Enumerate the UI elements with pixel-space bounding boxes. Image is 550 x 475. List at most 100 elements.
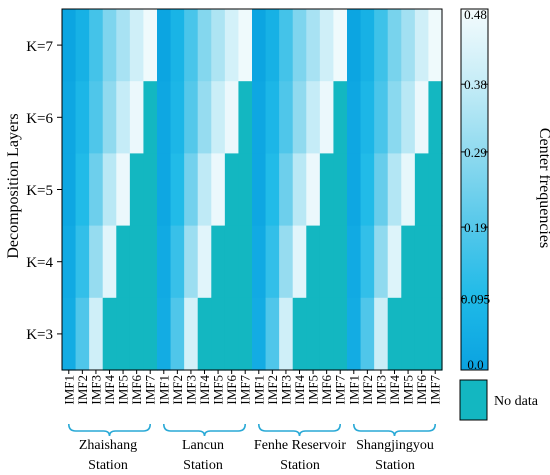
station-labels: Zhaishang Station Lancun Station Fenhe R… — [79, 438, 434, 473]
heatmap-cell — [157, 225, 172, 299]
station-label-fenhe: Fenhe Reservoir — [254, 438, 346, 453]
no-data-label: No data — [494, 394, 539, 409]
heatmap-cell-no-data — [224, 153, 240, 227]
heatmap-cell — [102, 9, 117, 82]
heatmap-cell — [319, 81, 335, 154]
heatmap-cell-no-data — [143, 297, 158, 371]
column-label: IMF6 — [319, 375, 334, 405]
column-label: IMF5 — [211, 375, 226, 405]
heatmap-cell — [306, 81, 321, 154]
heatmap-cell — [197, 9, 212, 82]
heatmap-cell — [265, 297, 280, 371]
heatmap-cell — [279, 153, 294, 227]
heatmap-cell-no-data — [102, 297, 117, 371]
heatmap-cell — [62, 297, 77, 371]
row-label: K=3 — [26, 327, 53, 343]
station-bracket — [257, 423, 342, 437]
colorbar-label: Center frequencies — [536, 128, 550, 248]
column-label: IMF6 — [414, 375, 429, 405]
heatmap-cell — [347, 9, 362, 82]
column-label: IMF5 — [401, 375, 416, 405]
heatmap-cell — [265, 9, 280, 82]
column-label: IMF6 — [129, 375, 144, 405]
heatmap-cell-no-data — [414, 153, 430, 227]
heatmap-cell — [197, 153, 212, 227]
heatmap-cell — [102, 81, 117, 154]
heatmap-cell-no-data — [401, 297, 416, 371]
heatmap-cell-no-data — [129, 225, 145, 299]
column-label: IMF4 — [387, 375, 402, 405]
heatmap-cell — [265, 81, 280, 154]
column-labels: IMF1IMF2IMF3IMF4IMF5IMF6IMF7IMF1IMF2IMF3… — [61, 375, 442, 405]
heatmap-cell-no-data — [319, 225, 335, 299]
x-ticks — [68, 370, 436, 374]
heatmap-cell — [75, 81, 90, 154]
column-label: IMF3 — [183, 375, 198, 405]
row-labels: K=7 K=6 K=5 K=4 K=3 — [26, 39, 53, 343]
heatmap-cell — [75, 9, 90, 82]
heatmap-cell — [197, 81, 212, 154]
heatmap-cell — [197, 225, 212, 299]
colorbar-tick-label: 0.095 — [461, 292, 490, 307]
heatmap-cell-no-data — [428, 81, 443, 154]
heatmap-cell-no-data — [116, 297, 131, 371]
heatmap-cell — [102, 225, 117, 299]
heatmap-cell — [252, 9, 267, 82]
heatmap-cell — [252, 225, 267, 299]
station-brackets — [67, 423, 437, 437]
heatmap-cell-no-data — [143, 225, 158, 299]
heatmap-cell — [75, 153, 90, 227]
heatmap-cell — [292, 81, 307, 154]
heatmap-cell — [170, 297, 185, 371]
heatmap-cell — [265, 153, 280, 227]
heatmap-cell — [157, 153, 172, 227]
station-label-zhaishang-suffix: Station — [88, 458, 128, 473]
station-label-lancun: Lancun — [182, 438, 224, 453]
column-label: IMF1 — [156, 375, 171, 405]
heatmap-cell — [89, 297, 104, 371]
heatmap-cell — [116, 9, 131, 82]
heatmap-cell — [374, 81, 389, 154]
heatmap-cell-no-data — [319, 153, 335, 227]
heatmap-cell — [387, 225, 402, 299]
heatmap-cell-no-data — [306, 297, 321, 371]
heatmap-cell — [157, 297, 172, 371]
station-label-lancun-suffix: Station — [183, 458, 223, 473]
column-label: IMF3 — [373, 375, 388, 405]
column-label: IMF4 — [197, 375, 212, 405]
heatmap-cell-no-data — [238, 225, 253, 299]
column-label: IMF4 — [292, 375, 307, 405]
heatmap-cell — [184, 9, 199, 82]
heatmap-cell — [401, 81, 416, 154]
column-label: IMF1 — [251, 375, 266, 405]
heatmap-cell — [279, 225, 294, 299]
heatmap-cell-no-data — [333, 297, 348, 371]
heatmap-cell — [428, 9, 443, 82]
heatmap-cells — [62, 9, 443, 371]
y-axis-label: Decomposition Layers — [5, 113, 22, 258]
heatmap-cell — [306, 9, 321, 82]
column-label: IMF7 — [333, 375, 348, 405]
station-label-fenhe-suffix: Station — [280, 458, 320, 473]
heatmap-cell — [347, 225, 362, 299]
heatmap-cell-no-data — [414, 225, 430, 299]
column-label: IMF5 — [306, 375, 321, 405]
column-label: IMF7 — [238, 375, 253, 405]
station-bracket — [162, 423, 247, 437]
heatmap-cell-no-data — [333, 153, 348, 227]
heatmap-cell — [265, 225, 280, 299]
station-label-zhaishang: Zhaishang — [79, 438, 137, 453]
heatmap-cell — [184, 153, 199, 227]
heatmap-cell — [170, 81, 185, 154]
heatmap-cell — [360, 153, 375, 227]
station-label-shangjingyou: Shangjingyou — [356, 438, 434, 453]
heatmap-cell — [360, 81, 375, 154]
heatmap-cell — [347, 153, 362, 227]
heatmap-cell — [89, 9, 104, 82]
heatmap-cell — [116, 81, 131, 154]
heatmap-cell-no-data — [129, 297, 145, 371]
row-label: K=7 — [26, 39, 53, 55]
heatmap-cell — [211, 9, 226, 82]
heatmap-cell — [279, 81, 294, 154]
heatmap-cell — [184, 225, 199, 299]
